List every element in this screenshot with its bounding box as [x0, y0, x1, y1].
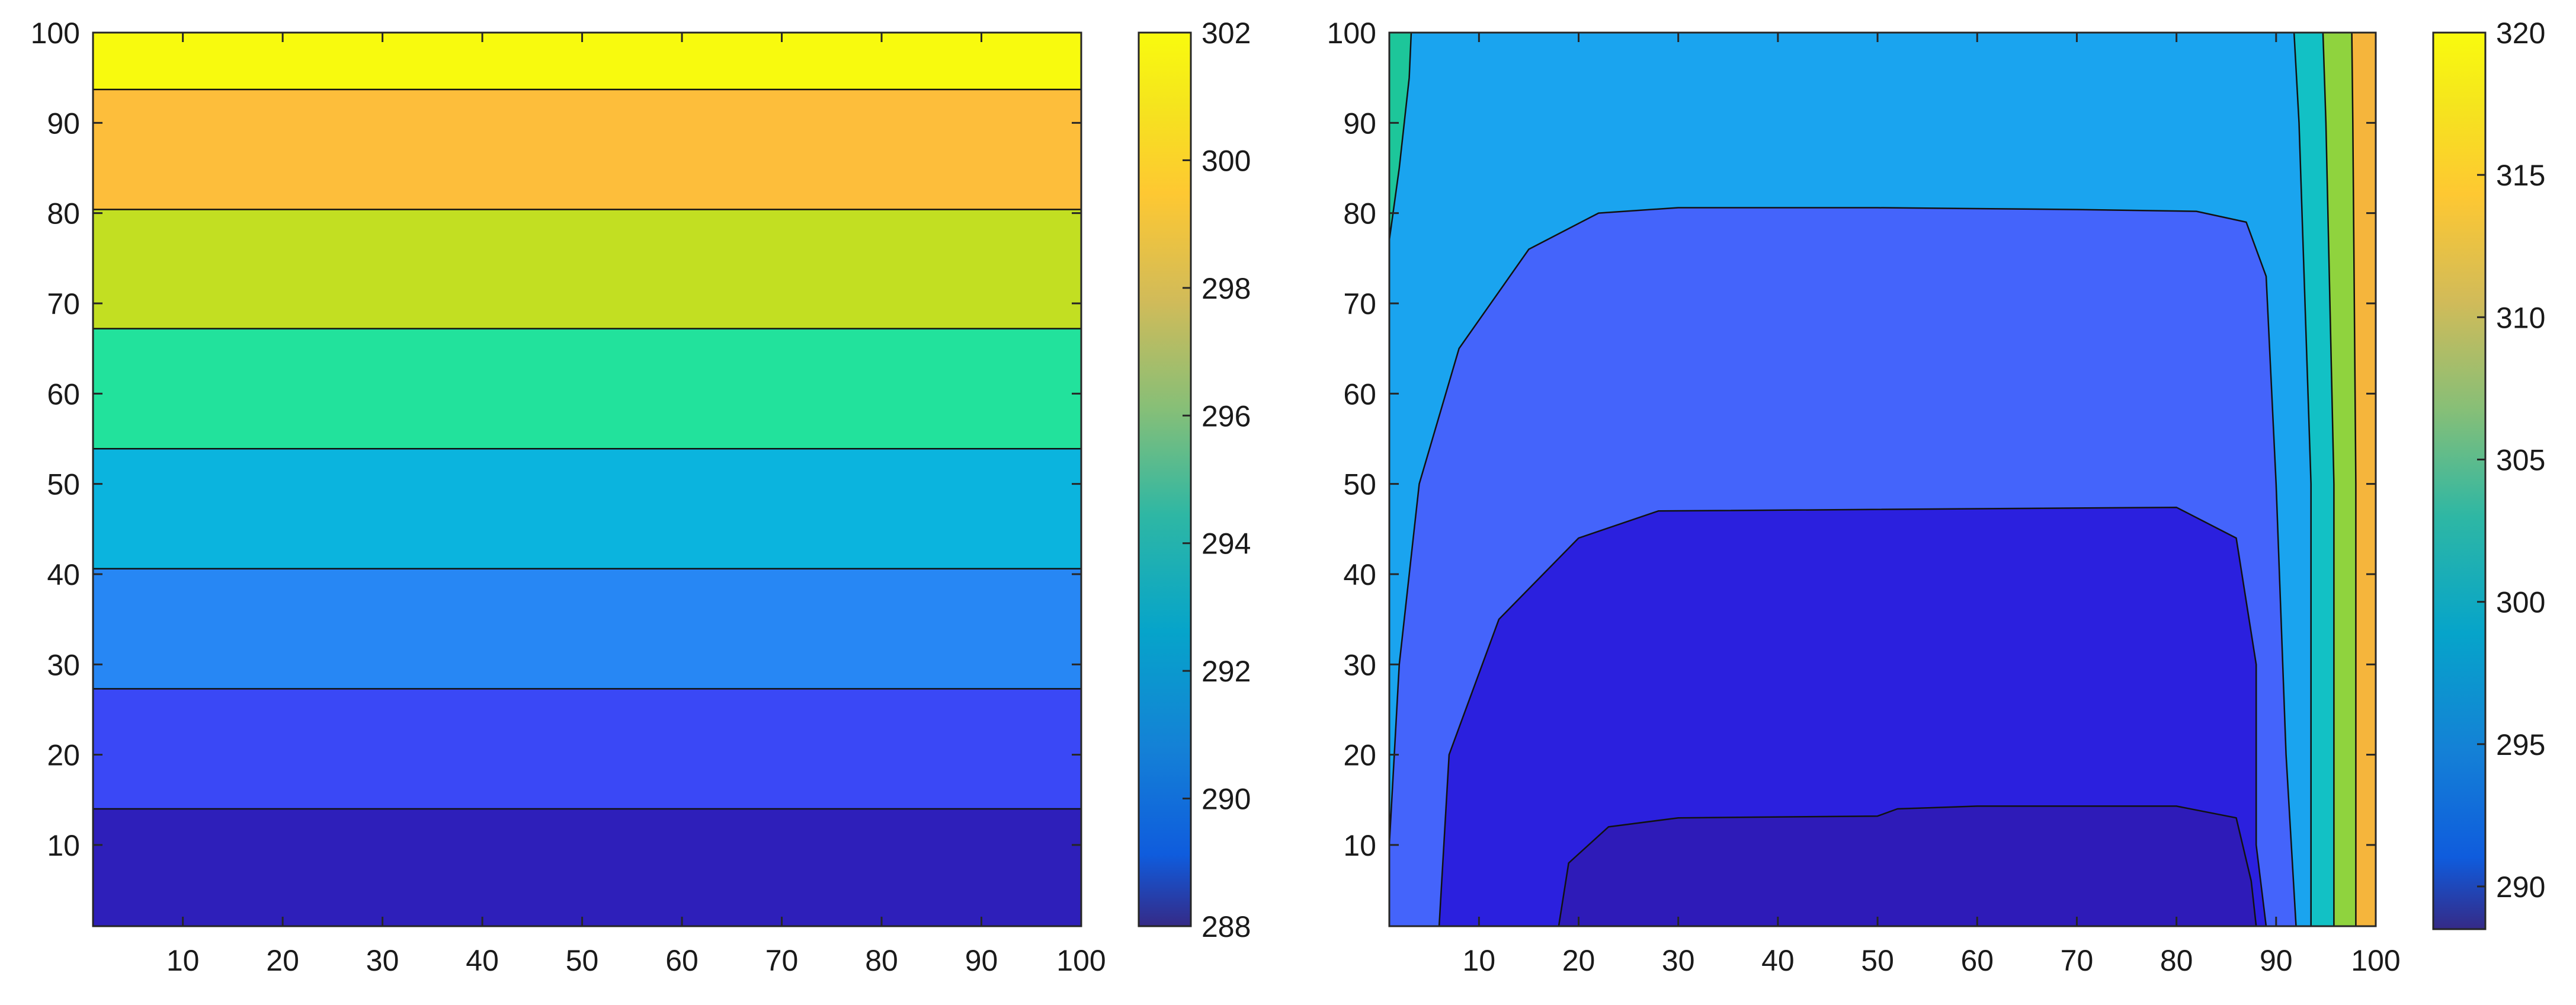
- left-ytick-label: 90: [47, 107, 80, 140]
- right-xtick-label: 70: [2061, 944, 2094, 977]
- left-ytick-label: 30: [47, 648, 80, 681]
- left-ytick-label: 50: [47, 468, 80, 501]
- right-ytick-label: 10: [1343, 829, 1376, 862]
- right-colorbar-label: 305: [2496, 443, 2545, 476]
- right-colorbar-label: 320: [2496, 17, 2545, 50]
- left-xtick-label: 70: [765, 944, 799, 977]
- left-colorbar-label: 290: [1202, 783, 1251, 816]
- left-ytick-label: 60: [47, 377, 80, 411]
- right-colorbar-label: 310: [2496, 301, 2545, 334]
- right-ytick-label: 50: [1343, 468, 1376, 501]
- left-ytick-label: 20: [47, 739, 80, 772]
- right-ytick-label: 90: [1343, 107, 1376, 140]
- left-xtick-label: 10: [166, 944, 200, 977]
- right-ytick-label: 20: [1343, 739, 1376, 772]
- left-colorbar-label: 288: [1202, 910, 1251, 943]
- right-xtick-label: 90: [2260, 944, 2293, 977]
- right-ytick-label: 70: [1343, 287, 1376, 321]
- left-xtick-label: 100: [1056, 944, 1106, 977]
- left-colorbar-label: 296: [1202, 399, 1251, 433]
- right-ytick-label: 40: [1343, 558, 1376, 591]
- right-region-core: [1558, 805, 2257, 926]
- left-contour-band-5: [93, 328, 1081, 449]
- left-colorbar-label: 300: [1202, 144, 1251, 177]
- right-plot-frame: [1388, 31, 2377, 927]
- left-xtick-label: 30: [366, 944, 399, 977]
- right-xtick-label: 30: [1662, 944, 1695, 977]
- chart-right: 10 20 30 40 50 60 70 80 90 100 10 20 30 40 50 60 70 80 90 1…: [1327, 17, 2546, 977]
- left-plot-frame: [92, 31, 1082, 927]
- chart-left: 10 20 30 40 50 60 70 80 90 100 10 20 30 40 50 60 70 80 90 1…: [31, 17, 1251, 977]
- right-xtick-label: 80: [2160, 944, 2193, 977]
- right-ytick-label: 80: [1343, 197, 1376, 231]
- left-ytick-label: 70: [47, 287, 80, 321]
- left-contour-band-3: [93, 568, 1081, 689]
- left-colorbar: [1138, 31, 1192, 927]
- left-ytick-label: 100: [31, 17, 80, 50]
- right-colorbar-label: 290: [2496, 870, 2545, 904]
- left-contour-band-2: [93, 689, 1081, 809]
- right-ytick-label: 100: [1327, 17, 1376, 50]
- left-ytick-label: 80: [47, 197, 80, 231]
- left-xtick-label: 60: [665, 944, 699, 977]
- left-contour-band-1: [93, 808, 1081, 926]
- left-colorbar-label: 294: [1202, 527, 1251, 561]
- left-contour-band-8: [93, 33, 1081, 89]
- right-colorbar-label: 315: [2496, 159, 2545, 192]
- left-contour-band-7: [93, 89, 1081, 210]
- left-xtick-label: 40: [466, 944, 499, 977]
- left-xtick-label: 50: [566, 944, 599, 977]
- right-ytick-label: 60: [1343, 377, 1376, 411]
- right-xtick-label: 10: [1463, 944, 1496, 977]
- right-region-edge-left: [1389, 33, 1412, 241]
- right-xtick-label: 50: [1861, 944, 1894, 977]
- left-colorbar-label: 302: [1202, 17, 1251, 50]
- right-colorbar-label: 300: [2496, 586, 2545, 619]
- left-contour-band-4: [93, 449, 1081, 569]
- right-colorbar: [2432, 31, 2487, 930]
- right-xtick-label: 100: [2351, 944, 2400, 977]
- left-colorbar-label: 292: [1202, 655, 1251, 688]
- left-xtick-label: 80: [865, 944, 898, 977]
- left-xtick-label: 90: [965, 944, 998, 977]
- right-colorbar-label: 295: [2496, 728, 2545, 761]
- left-contour-band-6: [93, 209, 1081, 329]
- left-ytick-label: 10: [47, 829, 80, 862]
- left-xtick-label: 20: [266, 944, 299, 977]
- right-xtick-label: 20: [1562, 944, 1595, 977]
- right-region-edge-3: [2351, 33, 2376, 926]
- left-colorbar-label: 298: [1202, 272, 1251, 305]
- right-xtick-label: 40: [1761, 944, 1795, 977]
- left-ytick-label: 40: [47, 558, 80, 591]
- right-ytick-label: 30: [1343, 648, 1376, 681]
- right-contour-field: [1389, 33, 2376, 926]
- right-xtick-label: 60: [1960, 944, 1994, 977]
